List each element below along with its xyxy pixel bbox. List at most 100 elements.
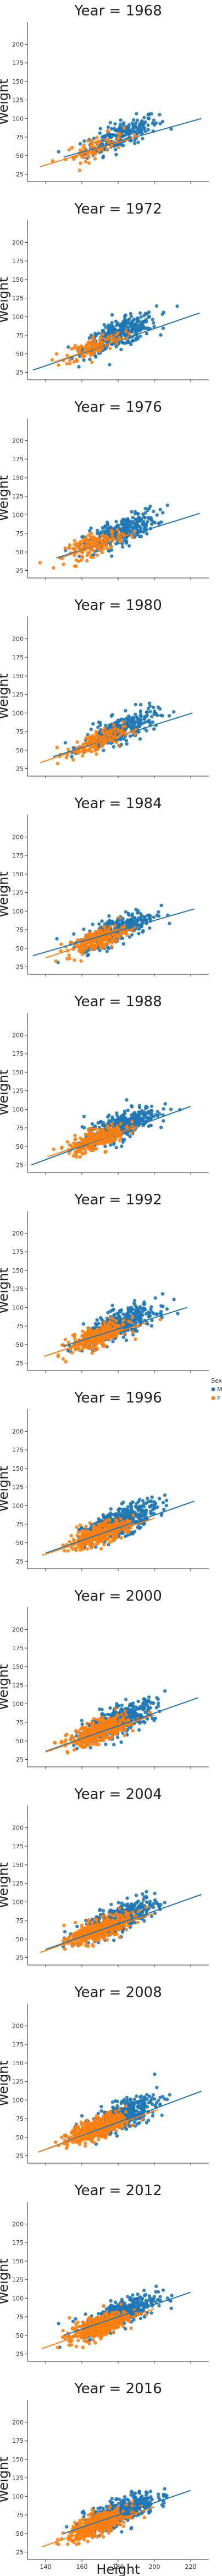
point-m xyxy=(119,347,123,352)
point-m xyxy=(129,342,133,346)
point-m xyxy=(155,1312,159,1316)
point-m xyxy=(144,1508,148,1512)
point-m xyxy=(80,1718,84,1723)
y-tick-label: 200 xyxy=(12,1428,24,1435)
y-tick-label: 50 xyxy=(16,1738,24,1745)
point-m xyxy=(134,1114,138,1118)
y-tick-label: 50 xyxy=(16,1143,24,1150)
point-m xyxy=(135,517,139,521)
point-m xyxy=(137,927,141,931)
point-m xyxy=(110,554,114,558)
y-tick-label: 175 xyxy=(12,1447,24,1454)
point-f xyxy=(102,925,106,929)
point-m xyxy=(146,1500,150,1504)
point-f xyxy=(103,1520,107,1524)
point-f xyxy=(102,1543,106,1547)
point-f xyxy=(84,1542,88,1546)
point-f xyxy=(114,1319,118,1323)
point-m xyxy=(132,130,137,134)
point-f xyxy=(122,126,126,130)
point-f xyxy=(77,1348,81,1352)
point-f xyxy=(99,341,103,345)
point-f xyxy=(85,538,89,542)
point-m xyxy=(157,910,160,914)
point-f xyxy=(112,336,116,340)
point-m xyxy=(114,152,118,156)
point-f xyxy=(73,1133,77,1138)
point-f xyxy=(91,1127,95,1131)
point-m xyxy=(149,1104,154,1109)
point-f xyxy=(76,751,80,755)
point-f xyxy=(69,940,73,945)
point-f xyxy=(95,1133,99,1138)
point-m xyxy=(146,128,150,132)
point-m xyxy=(139,315,143,319)
point-m xyxy=(118,1507,121,1511)
point-m xyxy=(63,741,68,745)
y-tick-label: 175 xyxy=(12,456,24,463)
y-tick-label: 175 xyxy=(12,258,24,265)
point-f xyxy=(66,747,70,751)
point-f xyxy=(38,561,42,565)
point-m xyxy=(110,1303,114,1307)
point-m xyxy=(176,1312,180,1316)
point-m xyxy=(133,512,137,516)
point-f xyxy=(86,1326,90,1330)
point-m xyxy=(145,326,148,330)
point-m xyxy=(121,319,125,324)
point-m xyxy=(145,710,148,714)
point-m xyxy=(142,314,146,318)
point-f xyxy=(115,1522,119,1526)
point-m xyxy=(126,523,130,527)
point-f xyxy=(84,544,87,548)
point-m xyxy=(82,358,86,362)
point-m xyxy=(98,131,102,135)
point-m xyxy=(137,1728,141,1732)
point-m xyxy=(70,755,74,758)
point-f xyxy=(91,1331,95,1335)
point-f xyxy=(87,1134,92,1138)
point-f xyxy=(98,339,102,342)
point-f xyxy=(52,566,56,570)
point-m xyxy=(162,1508,166,1511)
point-m xyxy=(121,737,126,741)
point-f xyxy=(73,553,76,557)
point-m xyxy=(152,727,156,731)
point-f xyxy=(100,1127,104,1131)
point-f xyxy=(99,1547,103,1551)
point-f xyxy=(116,145,120,150)
point-m xyxy=(90,1122,95,1126)
point-m xyxy=(147,1311,151,1314)
point-f xyxy=(133,133,137,137)
point-f xyxy=(92,1524,96,1529)
point-f xyxy=(103,1150,107,1154)
point-m xyxy=(136,1699,140,1704)
point-f xyxy=(75,1533,79,1537)
point-f xyxy=(111,1317,115,1321)
point-m xyxy=(167,714,171,718)
point-m xyxy=(89,727,93,732)
point-m xyxy=(165,1307,169,1311)
point-f xyxy=(67,148,71,152)
point-m xyxy=(142,126,147,130)
y-tick-label: 100 xyxy=(12,908,24,915)
point-f xyxy=(88,1521,92,1525)
y-tick-label: 175 xyxy=(12,1645,24,1652)
y-tick-label: 100 xyxy=(12,115,24,122)
point-m xyxy=(124,709,127,713)
point-m xyxy=(131,516,135,520)
point-f xyxy=(97,347,101,352)
point-f xyxy=(92,339,96,343)
point-m xyxy=(119,1709,123,1713)
y-tick-label: 200 xyxy=(12,1626,24,1633)
panel-title: Year = 1972 xyxy=(74,201,162,217)
regression-line-m xyxy=(56,512,200,559)
point-m xyxy=(137,1120,142,1124)
y-tick-label: 75 xyxy=(16,728,24,735)
point-m xyxy=(141,929,145,933)
point-f xyxy=(64,1360,68,1363)
